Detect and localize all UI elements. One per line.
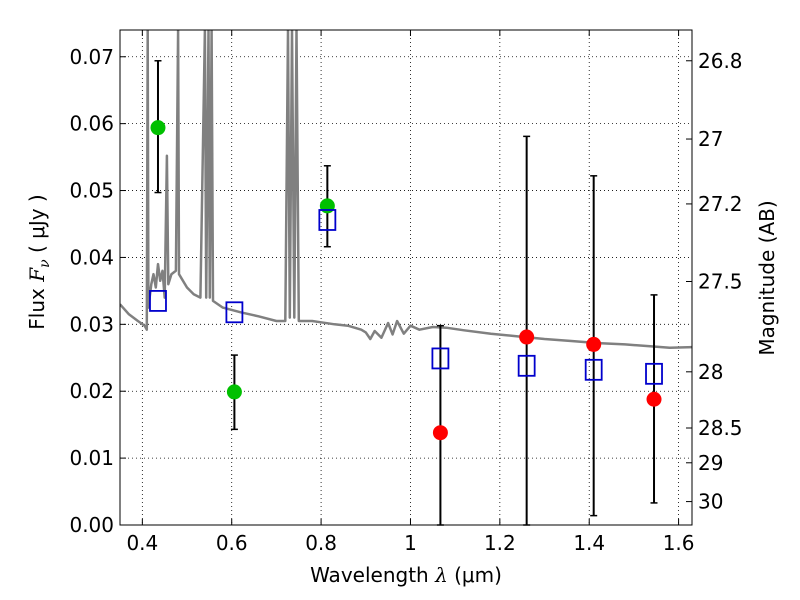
data-point: [646, 391, 662, 407]
x-tick-label: 1.2: [484, 531, 516, 555]
y2-tick-label: 27: [698, 127, 723, 151]
y2-tick-label: 27.2: [698, 192, 743, 216]
model-spectrum: [120, 30, 692, 349]
x-tick-label: 1.6: [663, 531, 695, 555]
x-axis-title: Wavelength λ (μm): [310, 563, 502, 587]
x-axis-label: Wavelength: [310, 563, 429, 587]
axis-ticks: 0.4 0.6 0.8 1 1.2 1.4 1.6 0.00 0.01 0.02 0.03 0.04 0…: [69, 30, 743, 555]
y-axis-symbol: F: [25, 267, 49, 283]
model-flux-square: [225, 301, 244, 324]
data-point: [586, 336, 602, 352]
model-flux-square: [318, 209, 337, 231]
model-flux-square: [584, 358, 603, 381]
y2-tick-label: 28.5: [698, 416, 743, 440]
y2-tick-label: 26.8: [698, 49, 743, 73]
y-axis-unit: ( μJy ): [25, 194, 49, 253]
x-tick-label: 1: [404, 531, 417, 555]
model-flux-square: [517, 354, 536, 377]
y-tick-label: 0.03: [69, 312, 114, 336]
data-markers: [149, 120, 663, 441]
data-point: [226, 384, 242, 400]
x-tick-label: 0.8: [305, 531, 337, 555]
x-tick-label: 0.4: [126, 531, 158, 555]
model-spectrum-line: [120, 30, 692, 349]
y-tick-label: 0.02: [69, 379, 114, 403]
x-axis-unit: (μm): [454, 563, 502, 587]
y-axis-title: Flux Fν ( μJy ): [25, 194, 53, 329]
x-tick-label: 0.6: [216, 531, 248, 555]
error-bars: [154, 60, 658, 526]
y2-axis-title: Magnitude (AB): [755, 200, 779, 355]
x-tick-label: 1.4: [573, 531, 605, 555]
y-tick-label: 0.04: [69, 245, 114, 269]
model-flux-square: [431, 347, 450, 370]
data-point: [432, 425, 448, 441]
model-flux-square: [149, 290, 167, 312]
y-tick-label: 0.05: [69, 179, 114, 203]
data-point: [150, 120, 166, 136]
y-axis-label: Flux: [25, 288, 49, 330]
y2-tick-label: 27.5: [698, 270, 743, 294]
y-axis-subscript: ν: [37, 259, 53, 268]
y-tick-label: 0.01: [69, 446, 114, 470]
plot-frame: [119, 29, 693, 526]
data-point: [319, 198, 335, 214]
y2-tick-label: 30: [698, 490, 723, 514]
model-flux-square: [645, 362, 663, 385]
data-point: [519, 329, 535, 345]
y-tick-label: 0.00: [69, 513, 114, 537]
y-tick-label: 0.07: [69, 45, 114, 69]
y2-tick-label: 29: [698, 451, 723, 475]
y-tick-label: 0.06: [69, 112, 114, 136]
x-axis-symbol: λ: [434, 563, 448, 587]
y2-tick-label: 28: [698, 360, 723, 384]
